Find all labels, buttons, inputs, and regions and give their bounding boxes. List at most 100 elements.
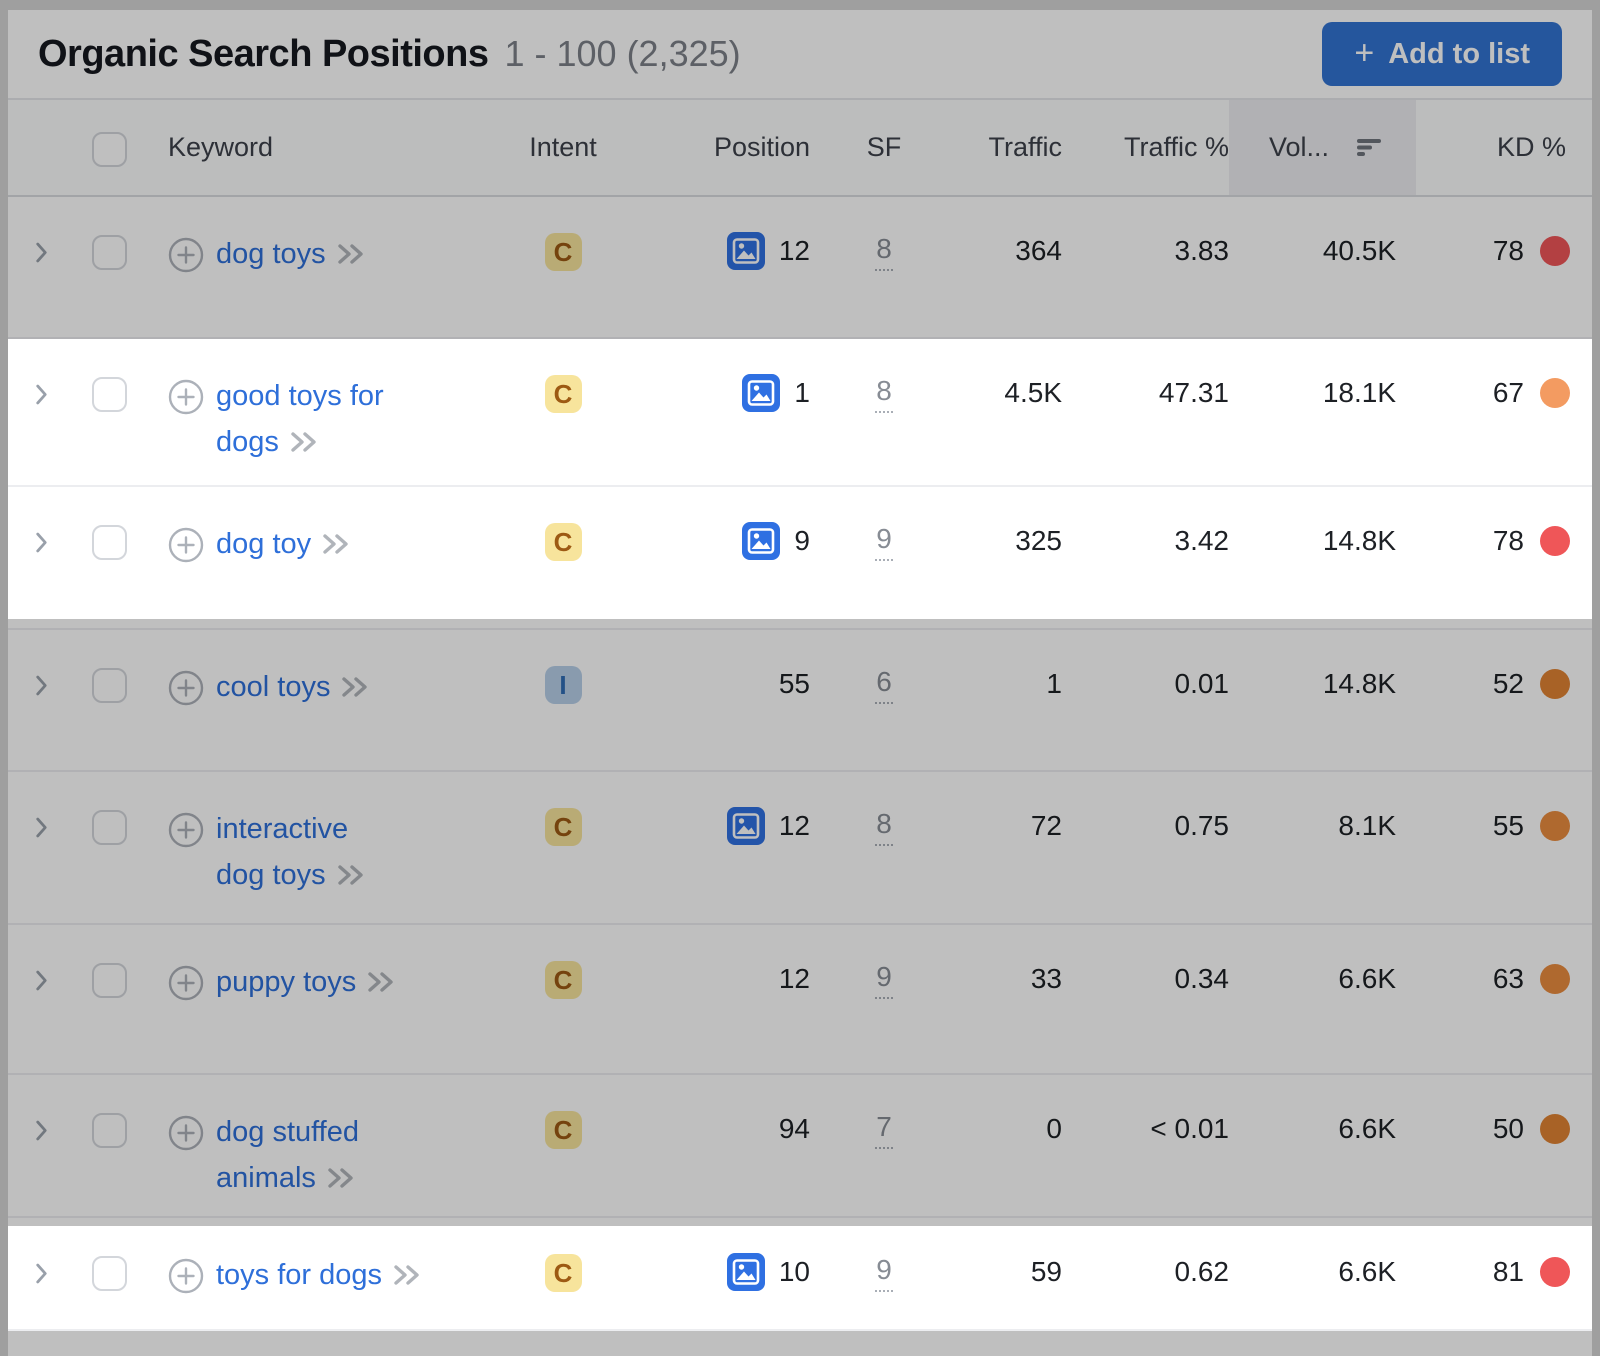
- kd-difficulty-dot: [1540, 669, 1570, 699]
- expand-row-icon[interactable]: [34, 240, 49, 265]
- table-row: puppy toys C 12 9 33 0.34 6.6K 63: [8, 925, 1592, 1075]
- volume-value: 8.1K: [1338, 810, 1396, 841]
- traffic-value: 1: [1046, 668, 1062, 699]
- row-checkbox[interactable]: [91, 668, 127, 703]
- position-value: 1: [794, 377, 810, 408]
- position-value: 12: [778, 963, 810, 994]
- add-keyword-icon[interactable]: [168, 527, 204, 563]
- kd-difficulty-dot: [1540, 526, 1570, 556]
- row-checkbox[interactable]: [91, 1256, 127, 1291]
- serp-image-feature-icon: [726, 1253, 765, 1291]
- column-header-position[interactable]: Position: [713, 132, 810, 162]
- row-checkbox[interactable]: [91, 235, 127, 270]
- expand-row-icon[interactable]: [34, 1118, 49, 1143]
- keyword-link[interactable]: dog toy: [216, 528, 312, 560]
- double-chevron-icon[interactable]: [326, 1165, 356, 1191]
- keyword-link[interactable]: good toys for: [216, 380, 384, 412]
- keyword-link-line2[interactable]: dogs: [216, 426, 279, 458]
- column-header-traffic[interactable]: Traffic: [988, 132, 1062, 162]
- title-bar: Organic Search Positions 1 - 100 (2,325)…: [8, 10, 1592, 100]
- position-value: 94: [778, 1113, 810, 1144]
- traffic-value: 72: [1030, 810, 1062, 841]
- expand-row-icon[interactable]: [34, 815, 49, 840]
- column-header-sf[interactable]: SF: [866, 132, 902, 162]
- table-header-row: Keyword Intent Position SF Traffic Traff…: [8, 100, 1592, 197]
- row-checkbox[interactable]: [91, 1113, 127, 1148]
- kd-value: 81: [1492, 1256, 1524, 1287]
- row-checkbox[interactable]: [91, 525, 127, 560]
- kd-difficulty-dot: [1540, 1114, 1570, 1144]
- double-chevron-icon[interactable]: [336, 862, 366, 888]
- serp-features-count[interactable]: 9: [875, 1252, 893, 1292]
- serp-features-count[interactable]: 7: [875, 1109, 893, 1149]
- double-chevron-icon[interactable]: [321, 531, 351, 557]
- keyword-link[interactable]: dog stuffed: [216, 1116, 359, 1148]
- serp-features-count[interactable]: 9: [875, 521, 893, 561]
- double-chevron-icon[interactable]: [366, 969, 396, 995]
- keyword-link[interactable]: interactive: [216, 813, 349, 845]
- kd-value: 63: [1492, 963, 1524, 994]
- position-value: 10: [778, 1256, 810, 1287]
- volume-value: 14.8K: [1322, 525, 1396, 556]
- keyword-link[interactable]: puppy toys: [216, 966, 357, 998]
- intent-badge-commercial: C: [544, 961, 582, 999]
- expand-row-icon[interactable]: [34, 382, 49, 407]
- traffic-pct-value: 0.01: [1174, 668, 1230, 699]
- serp-features-count[interactable]: 8: [875, 373, 893, 413]
- table-row: interactive dog toys C 12 8 72 0.75 8.1K…: [8, 772, 1592, 925]
- kd-value: 55: [1492, 810, 1524, 841]
- volume-value: 18.1K: [1322, 377, 1396, 408]
- position-value: 9: [794, 525, 810, 556]
- double-chevron-icon[interactable]: [392, 1262, 422, 1288]
- position-value: 55: [778, 668, 810, 699]
- keyword-link[interactable]: toys for dogs: [216, 1259, 383, 1291]
- keyword-link-line2[interactable]: animals: [216, 1162, 316, 1194]
- serp-features-count[interactable]: 6: [875, 664, 893, 704]
- add-keyword-icon[interactable]: [168, 670, 204, 706]
- column-header-traffic-pct[interactable]: Traffic %: [1123, 132, 1229, 162]
- traffic-value: 364: [1015, 235, 1062, 266]
- volume-value: 40.5K: [1322, 235, 1396, 266]
- add-keyword-icon[interactable]: [168, 237, 204, 273]
- expand-row-icon[interactable]: [34, 968, 49, 993]
- add-to-list-button[interactable]: + Add to list: [1322, 22, 1562, 86]
- keyword-link-line2[interactable]: dog toys: [216, 859, 326, 891]
- dim-overlay-right-edge: [1592, 1226, 1600, 1331]
- row-checkbox[interactable]: [91, 377, 127, 412]
- double-chevron-icon[interactable]: [289, 429, 319, 455]
- table-row: toys for dogs C 10 9 59 0.62 6.6K 81: [8, 1218, 1592, 1331]
- double-chevron-icon[interactable]: [336, 241, 366, 267]
- column-header-volume[interactable]: Vol...: [1229, 100, 1416, 195]
- add-keyword-icon[interactable]: [168, 812, 204, 848]
- serp-image-feature-icon: [726, 807, 765, 845]
- plus-icon: +: [1354, 34, 1375, 72]
- add-keyword-icon[interactable]: [168, 965, 204, 1001]
- traffic-value: 0: [1046, 1113, 1062, 1144]
- traffic-pct-value: 0.34: [1174, 963, 1230, 994]
- add-keyword-icon[interactable]: [168, 1115, 204, 1151]
- volume-value: 6.6K: [1338, 963, 1396, 994]
- add-keyword-icon[interactable]: [168, 379, 204, 415]
- row-checkbox[interactable]: [91, 963, 127, 998]
- add-keyword-icon[interactable]: [168, 1258, 204, 1294]
- expand-row-icon[interactable]: [34, 530, 49, 555]
- kd-difficulty-dot: [1540, 236, 1570, 266]
- column-header-intent[interactable]: Intent: [529, 132, 597, 162]
- keyword-link[interactable]: cool toys: [216, 671, 331, 703]
- traffic-pct-value: < 0.01: [1150, 1113, 1229, 1144]
- keyword-link[interactable]: dog toys: [216, 238, 326, 270]
- volume-header-label: Vol...: [1269, 132, 1330, 162]
- serp-image-feature-icon: [742, 374, 781, 412]
- double-chevron-icon[interactable]: [340, 674, 370, 700]
- table-row: cool toys I 55 6 1 0.01 14.8K 52: [8, 630, 1592, 772]
- column-header-kd[interactable]: KD %: [1496, 132, 1566, 162]
- serp-features-count[interactable]: 8: [875, 806, 893, 846]
- serp-features-count[interactable]: 9: [875, 959, 893, 999]
- kd-difficulty-dot: [1540, 378, 1570, 408]
- column-header-keyword[interactable]: Keyword: [168, 132, 274, 162]
- row-checkbox[interactable]: [91, 810, 127, 845]
- expand-row-icon[interactable]: [34, 1261, 49, 1286]
- serp-features-count[interactable]: 8: [875, 231, 893, 271]
- expand-row-icon[interactable]: [34, 673, 49, 698]
- select-all-checkbox[interactable]: [91, 132, 127, 167]
